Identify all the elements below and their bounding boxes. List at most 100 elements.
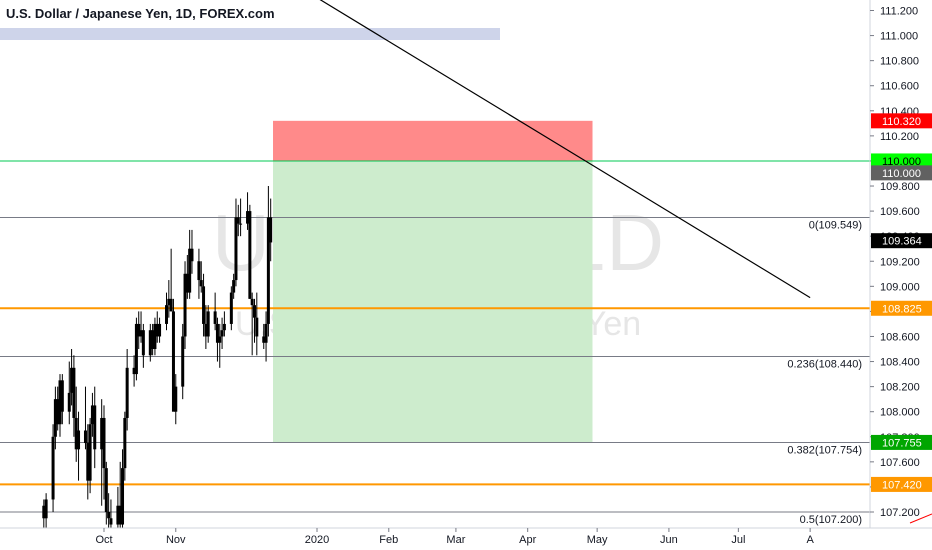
stop-loss-zone[interactable]: [273, 120, 593, 161]
candle-body: [132, 367, 136, 375]
candle-body: [44, 499, 48, 519]
trendline[interactable]: [245, 0, 811, 299]
horizontal-lines[interactable]: [0, 160, 870, 513]
take-profit-zone[interactable]: [273, 160, 593, 443]
position-zones[interactable]: [273, 120, 593, 443]
candle-body: [174, 386, 178, 412]
candle-body: [56, 399, 60, 425]
candle-body: [188, 248, 192, 293]
candle-body: [202, 286, 206, 324]
candle-body: [222, 323, 226, 331]
x-tick-label: Jul: [731, 534, 745, 546]
candle-body: [248, 211, 252, 299]
candle-body: [109, 518, 113, 525]
candle-body: [116, 505, 120, 525]
x-tick-label: Oct: [95, 534, 112, 546]
y-tick-label: 107.600: [880, 457, 920, 469]
chart-title: U.S. Dollar / Japanese Yen, 1D, FOREX.co…: [6, 6, 275, 21]
y-tick-label: 111.000: [880, 31, 918, 43]
x-tick-label: 2020: [305, 534, 329, 546]
candle-body: [118, 505, 122, 525]
candle-body: [269, 217, 273, 243]
fib-label: 0.382(107.754): [787, 445, 862, 457]
x-tick-label: May: [587, 534, 608, 546]
candle-body: [266, 217, 270, 324]
candle-body: [262, 336, 266, 343]
candle-body: [229, 292, 233, 324]
candle-body: [58, 380, 62, 425]
y-tick-label: 111.200: [880, 6, 918, 18]
time-axis-background: [0, 528, 870, 550]
candle-body: [206, 311, 210, 337]
price-tag[interactable]: [871, 153, 932, 169]
y-tick-label: 110.800: [880, 56, 919, 68]
candle-body: [67, 392, 71, 412]
x-tick-label: Apr: [519, 534, 536, 546]
candle-body: [70, 367, 74, 393]
candle-body: [77, 430, 81, 450]
y-tick-label: 110.600: [880, 81, 919, 93]
time-axis[interactable]: Oct Nov 2020 Feb Mar Apr May Jun Jul A: [0, 527, 932, 550]
candle-body: [86, 443, 90, 481]
candle-body: [181, 336, 185, 387]
trendline-line[interactable]: [245, 0, 811, 299]
price-tag[interactable]: [871, 476, 932, 492]
candle-body: [199, 280, 203, 287]
price-tag-label: 110.000: [882, 156, 921, 168]
candle-body: [183, 273, 187, 337]
y-tick-label: 109.800: [880, 181, 920, 193]
candle-body: [255, 317, 259, 337]
candle-body: [100, 417, 104, 450]
candle-body: [185, 273, 189, 293]
candle-body: [215, 323, 219, 343]
candle-body: [51, 436, 55, 500]
candle-body: [165, 305, 169, 324]
candle-body: [83, 430, 87, 444]
y-tick-label: 109.600: [880, 206, 920, 218]
candle-body: [252, 305, 256, 318]
fib-label: 0.236(108.440): [787, 359, 862, 371]
x-tick-label: Jun: [660, 534, 678, 546]
y-tick-label: 108.600: [880, 331, 920, 343]
y-tick-label: 109.200: [880, 256, 920, 268]
candle-body: [88, 424, 92, 481]
price-tag[interactable]: [871, 165, 932, 181]
candle-body: [218, 336, 222, 343]
candle-body: [236, 217, 240, 224]
x-tick-label: A: [806, 534, 814, 546]
y-tick-label: 108.000: [880, 407, 920, 419]
candle-body: [220, 330, 224, 337]
candle-body: [137, 323, 141, 337]
price-tag-label: 110.000: [882, 168, 921, 180]
candle-body: [121, 468, 125, 525]
price-axis[interactable]: 107.200107.400107.600107.800108.000108.2…: [869, 0, 932, 550]
candle-body: [197, 261, 201, 281]
price-tag[interactable]: [871, 300, 932, 316]
price-tag-label: 107.420: [882, 479, 922, 491]
candle-body: [123, 417, 127, 469]
candle-body: [151, 330, 155, 350]
candles: [42, 186, 273, 531]
price-tag[interactable]: [871, 434, 932, 450]
candle-body: [153, 323, 157, 350]
candle-body: [232, 280, 236, 293]
candle-body: [42, 505, 46, 519]
candle-body: [204, 323, 208, 337]
price-tag-label: 109.364: [882, 236, 922, 248]
y-tick-label: 109.000: [880, 281, 920, 293]
candle-body: [125, 367, 129, 418]
price-tag-label: 108.825: [882, 303, 922, 315]
axis-background: [870, 0, 932, 550]
candle-body: [134, 323, 138, 375]
y-tick-label: 108.200: [880, 382, 920, 394]
axis-corner-mark: [909, 513, 932, 524]
candle-body: [250, 298, 254, 306]
candle-body: [239, 223, 243, 225]
candle-body: [93, 405, 97, 450]
price-tag[interactable]: [871, 233, 932, 249]
x-tick-label: Feb: [379, 534, 398, 546]
candle-body: [171, 311, 175, 412]
candle-body: [264, 323, 268, 343]
price-tag[interactable]: [871, 113, 932, 129]
